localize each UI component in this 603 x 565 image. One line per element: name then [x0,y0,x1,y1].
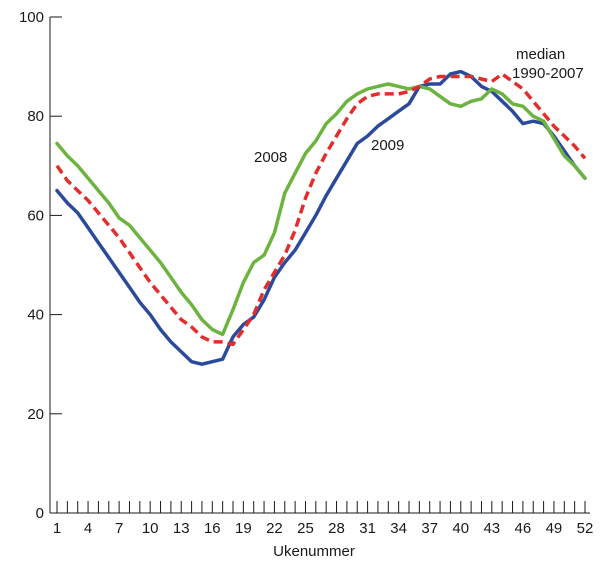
x-tick-label: 7 [115,520,123,537]
y-tick-label: 0 [36,505,44,522]
x-tick-label: 31 [359,520,376,537]
y-tick-label: 40 [27,307,44,324]
series-line-2008 [55,82,587,337]
y-ticks: 0 20 40 60 80 100 [19,9,62,522]
y-tick-label: 100 [19,9,44,26]
x-tick-label: 49 [546,520,563,537]
series-label-2009: 2009 [371,137,404,154]
x-tick-label: 28 [328,520,345,537]
series-line-2009 [55,69,587,366]
series-layer [55,69,587,366]
x-tick-label: 1 [53,520,61,537]
x-tick-label: 22 [266,520,283,537]
x-tick-label: 40 [452,520,469,537]
y-tick-label: 60 [27,207,44,224]
y-tick-label: 20 [27,406,44,423]
x-ticks: 1 4 7 10 13 16 19 22 25 28 31 34 37 40 43 46 49 52 [53,501,594,537]
x-tick-label: 34 [390,520,407,537]
series-label-median-line-2: 1990-2007 [512,65,584,82]
x-tick-label: 46 [515,520,532,537]
y-tick-label: 80 [27,108,44,125]
series-label-median-line-1: median [516,46,565,63]
annotation-layer: 2008 2009 median 1990-2007 [254,46,584,166]
x-tick-label: 19 [235,520,252,537]
x-tick-label: 16 [204,520,221,537]
axes: 0 20 40 60 80 100 1 4 7 10 13 16 19 22 25 28 31 34 37 40 43… [19,9,593,537]
series-label-2008: 2008 [254,149,287,166]
x-tick-label: 37 [421,520,438,537]
x-tick-label: 13 [173,520,190,537]
x-tick-label: 43 [483,520,500,537]
x-tick-label: 52 [577,520,594,537]
series-line-median-1990-2007 [55,72,587,347]
x-axis-title: Ukenummer [273,543,355,560]
x-tick-label: 10 [142,520,159,537]
x-tick-label: 25 [297,520,314,537]
x-tick-label: 4 [84,520,92,537]
